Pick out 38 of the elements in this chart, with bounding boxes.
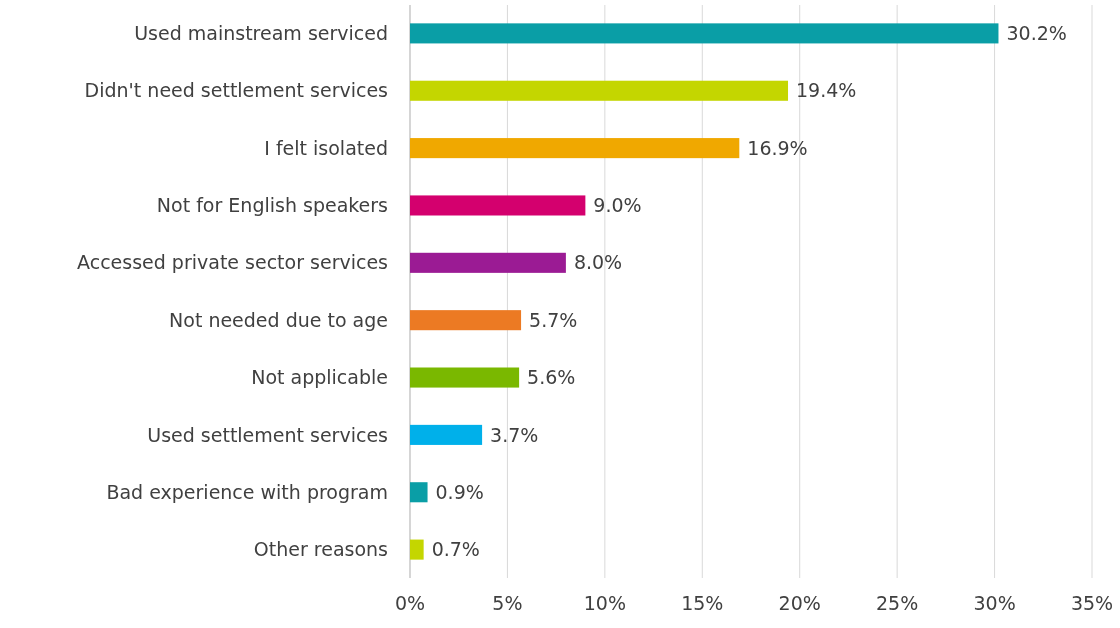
data-label: 0.7% [431,538,480,561]
bar [410,482,428,503]
data-label: 0.9% [435,480,484,503]
y-tick-label: Not for English speakers [156,194,388,217]
data-label: 3.7% [490,423,539,446]
y-tick-label: Not applicable [251,366,388,389]
x-tick-label: 20% [778,592,821,614]
y-tick-label: Used mainstream serviced [134,22,388,45]
bar [410,367,520,388]
data-label: 8.0% [573,251,623,274]
x-tick-label: 35% [1070,592,1114,614]
x-tick-label: 0% [394,592,426,614]
x-tick-label: 15% [681,592,724,614]
y-tick-label: Accessed private sector services [77,251,388,274]
x-tick-label: 10% [583,592,626,614]
x-tick-label: 25% [876,592,919,614]
data-label: 30.2% [1006,22,1067,45]
bar [410,195,586,216]
data-label: 9.0% [593,194,642,217]
y-tick-label: Didn't need settlement services [84,79,388,102]
data-label: 5.7% [529,308,578,331]
y-tick-label: Other reasons [253,538,388,561]
bar [410,80,789,101]
bar [410,310,522,331]
bar [410,138,740,159]
y-tick-label: Not needed due to age [169,308,388,331]
bar [410,424,483,445]
y-tick-label: Used settlement services [147,423,388,446]
y-tick-label: I felt isolated [264,136,388,159]
data-label: 5.6% [527,366,576,389]
x-tick-label: 5% [492,592,523,614]
data-label: 19.4% [796,79,857,102]
bar [410,23,999,44]
bar [410,539,424,560]
y-tick-label: Bad experience with program [106,480,388,503]
data-label: 16.9% [747,136,808,159]
bar [410,252,566,273]
x-tick-label: 30% [973,592,1016,614]
